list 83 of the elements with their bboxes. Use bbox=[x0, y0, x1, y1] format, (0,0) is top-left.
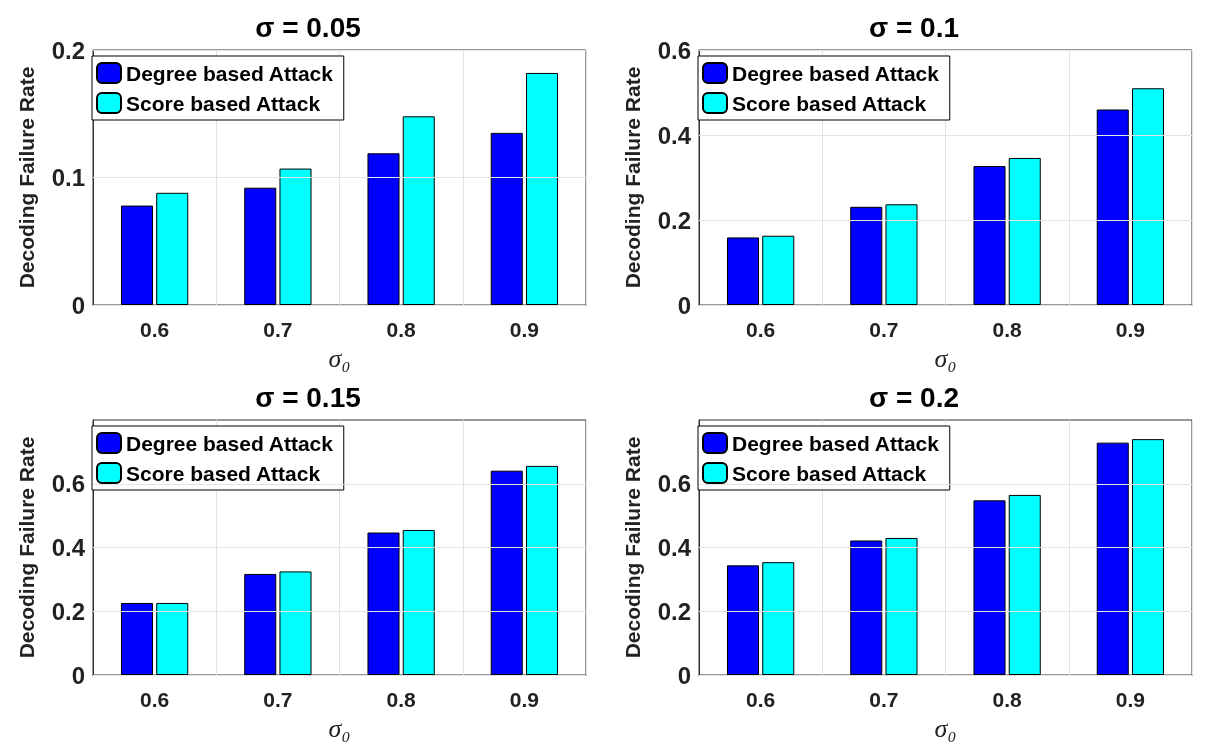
x-tick-label: 0.7 bbox=[869, 688, 899, 711]
bar bbox=[244, 573, 277, 675]
bar bbox=[490, 132, 523, 305]
legend-label: Degree based Attack bbox=[732, 61, 940, 85]
bar bbox=[762, 235, 795, 305]
bar bbox=[525, 465, 559, 675]
bar bbox=[156, 192, 189, 305]
bar bbox=[402, 116, 435, 305]
x-tick-label: 0.9 bbox=[509, 688, 539, 711]
bar bbox=[885, 537, 918, 675]
y-tick-label: 0.2 bbox=[657, 206, 691, 234]
x-tick-label: 0.8 bbox=[992, 318, 1023, 341]
bar bbox=[525, 72, 559, 305]
y-axis-title: Decoding Failure Rate bbox=[621, 66, 644, 289]
x-tick-label: 0.7 bbox=[263, 688, 293, 711]
bar bbox=[490, 470, 523, 675]
y-tick-label: 0.4 bbox=[657, 121, 692, 149]
x-axis-title: σ₀ bbox=[934, 343, 957, 373]
bar bbox=[973, 166, 1006, 305]
y-axis-title: Decoding Failure Rate bbox=[15, 436, 38, 659]
x-tick-label: 0.9 bbox=[509, 318, 539, 341]
bar bbox=[156, 602, 189, 675]
x-tick-label: 0.8 bbox=[386, 688, 417, 711]
bar bbox=[402, 529, 435, 675]
x-tick-label: 0.9 bbox=[1115, 688, 1145, 711]
bar bbox=[850, 540, 883, 675]
bar bbox=[367, 532, 400, 675]
bar bbox=[1131, 88, 1165, 305]
bar bbox=[120, 602, 154, 675]
bar bbox=[885, 204, 918, 305]
y-tick-label: 0.6 bbox=[51, 470, 85, 498]
y-tick-label: 0.4 bbox=[657, 534, 692, 561]
chart-title: σ = 0.1 bbox=[869, 11, 959, 43]
bar bbox=[762, 562, 795, 675]
x-tick-label: 0.9 bbox=[1115, 318, 1145, 341]
x-tick-label: 0.6 bbox=[140, 688, 170, 711]
legend-label: Score based Attack bbox=[126, 91, 321, 115]
y-axis-title: Decoding Failure Rate bbox=[621, 436, 644, 659]
x-axis-title: σ₀ bbox=[328, 343, 351, 373]
y-tick-label: 0.4 bbox=[51, 534, 86, 561]
y-tick-label: 0 bbox=[71, 291, 85, 319]
x-tick-label: 0.8 bbox=[992, 688, 1023, 711]
bar bbox=[1008, 157, 1041, 305]
x-axis-title: σ₀ bbox=[934, 713, 957, 743]
y-tick-label: 0 bbox=[71, 661, 85, 689]
y-axis-title: Decoding Failure Rate bbox=[15, 66, 38, 289]
bar bbox=[244, 187, 277, 305]
x-tick-label: 0.8 bbox=[386, 318, 417, 341]
x-tick-label: 0.7 bbox=[263, 318, 293, 341]
legend-label: Degree based Attack bbox=[732, 431, 940, 455]
x-tick-label: 0.6 bbox=[746, 318, 776, 341]
x-axis-title: σ₀ bbox=[328, 713, 351, 743]
y-tick-label: 0 bbox=[677, 291, 691, 319]
y-tick-label: 0.2 bbox=[51, 597, 85, 625]
bar bbox=[726, 565, 760, 675]
y-tick-label: 0.1 bbox=[51, 164, 85, 191]
legend-label: Degree based Attack bbox=[126, 431, 334, 455]
chart-title: σ = 0.05 bbox=[255, 11, 361, 43]
y-tick-label: 0.2 bbox=[657, 597, 691, 625]
legend-label: Score based Attack bbox=[732, 461, 927, 485]
bar bbox=[279, 168, 312, 305]
chart-title: σ = 0.15 bbox=[255, 381, 361, 413]
y-tick-label: 0.6 bbox=[657, 470, 691, 498]
legend-label: Score based Attack bbox=[732, 91, 927, 115]
bar bbox=[1131, 439, 1165, 675]
bar bbox=[973, 500, 1006, 675]
bar bbox=[726, 237, 760, 305]
y-tick-label: 0.6 bbox=[657, 36, 691, 64]
bar bbox=[1096, 109, 1129, 305]
legend-label: Score based Attack bbox=[126, 461, 321, 485]
x-tick-label: 0.6 bbox=[746, 688, 776, 711]
y-tick-label: 0 bbox=[677, 661, 691, 689]
bar bbox=[850, 206, 883, 305]
chart-title: σ = 0.2 bbox=[869, 381, 959, 413]
x-tick-label: 0.7 bbox=[869, 318, 899, 341]
bar bbox=[1096, 442, 1129, 675]
bar bbox=[279, 571, 312, 675]
bar bbox=[367, 153, 400, 305]
y-tick-label: 0.2 bbox=[51, 36, 85, 64]
bar bbox=[1008, 494, 1041, 675]
x-tick-label: 0.6 bbox=[140, 318, 170, 341]
legend-label: Degree based Attack bbox=[126, 61, 334, 85]
bar bbox=[120, 205, 154, 305]
